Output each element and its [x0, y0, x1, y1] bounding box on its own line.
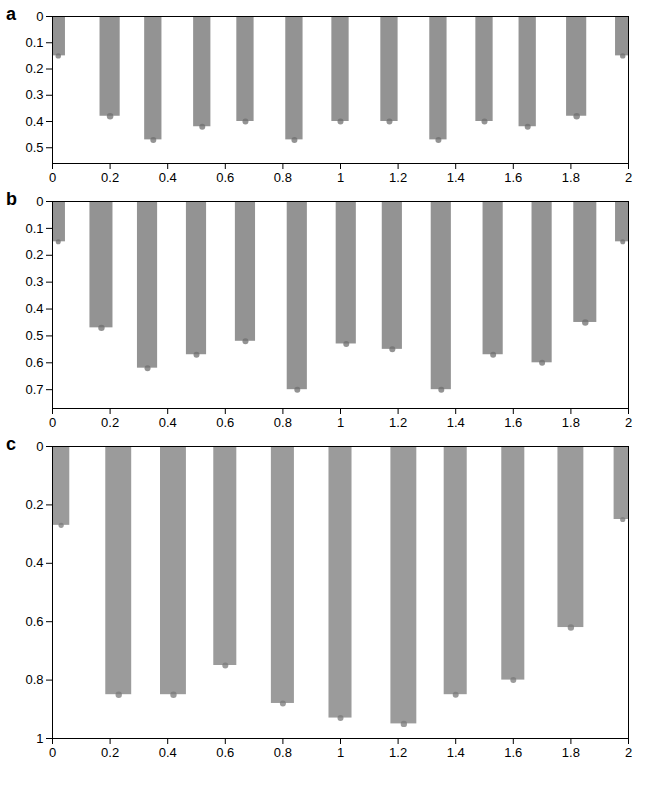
- svg-text:1.8: 1.8: [562, 170, 580, 185]
- svg-text:0.6: 0.6: [216, 415, 234, 430]
- svg-text:1.6: 1.6: [504, 415, 522, 430]
- svg-text:0: 0: [36, 194, 43, 209]
- svg-text:1.4: 1.4: [447, 745, 465, 760]
- svg-text:0.5: 0.5: [25, 140, 43, 155]
- svg-text:1.4: 1.4: [447, 170, 465, 185]
- svg-text:0.6: 0.6: [25, 355, 43, 370]
- svg-text:1.2: 1.2: [389, 415, 407, 430]
- svg-text:1: 1: [36, 731, 43, 746]
- svg-text:0.6: 0.6: [25, 614, 43, 629]
- svg-text:2: 2: [625, 415, 632, 430]
- svg-text:0.4: 0.4: [159, 170, 177, 185]
- svg-text:1.6: 1.6: [504, 745, 522, 760]
- svg-text:0: 0: [49, 745, 56, 760]
- svg-text:0: 0: [36, 9, 43, 24]
- svg-text:0.5: 0.5: [25, 328, 43, 343]
- svg-text:0.4: 0.4: [25, 114, 43, 129]
- html-text:b: b: [6, 189, 17, 209]
- svg-text:1.8: 1.8: [562, 415, 580, 430]
- svg-text:0.2: 0.2: [25, 497, 43, 512]
- svg-text:0.2: 0.2: [101, 415, 119, 430]
- svg-text:1.6: 1.6: [504, 170, 522, 185]
- svg-text:0: 0: [49, 415, 56, 430]
- svg-text:0.4: 0.4: [25, 555, 43, 570]
- svg-text:1.8: 1.8: [562, 745, 580, 760]
- svg-text:1.4: 1.4: [447, 415, 465, 430]
- svg-text:0.6: 0.6: [216, 170, 234, 185]
- svg-text:1: 1: [337, 415, 344, 430]
- svg-text:0.3: 0.3: [25, 87, 43, 102]
- svg-text:0.3: 0.3: [25, 274, 43, 289]
- svg-text:0.4: 0.4: [159, 745, 177, 760]
- html-text:a: a: [6, 4, 16, 24]
- svg-text:0.2: 0.2: [25, 61, 43, 76]
- svg-text:2: 2: [625, 745, 632, 760]
- svg-text:0.1: 0.1: [25, 35, 43, 50]
- svg-text:0.6: 0.6: [216, 745, 234, 760]
- svg-text:1.2: 1.2: [389, 745, 407, 760]
- svg-text:1: 1: [337, 745, 344, 760]
- svg-text:0.8: 0.8: [274, 170, 292, 185]
- svg-text:0.8: 0.8: [274, 745, 292, 760]
- svg-text:0.7: 0.7: [25, 382, 43, 397]
- svg-text:1: 1: [337, 170, 344, 185]
- svg-text:2: 2: [625, 170, 632, 185]
- svg-text:0.4: 0.4: [159, 415, 177, 430]
- svg-text:0.2: 0.2: [101, 170, 119, 185]
- svg-text:1.2: 1.2: [389, 170, 407, 185]
- svg-text:0.8: 0.8: [274, 415, 292, 430]
- svg-text:0.2: 0.2: [101, 745, 119, 760]
- svg-text:0: 0: [36, 439, 43, 454]
- svg-text:0.8: 0.8: [25, 672, 43, 687]
- svg-text:0.2: 0.2: [25, 247, 43, 262]
- html-text:c: c: [6, 434, 16, 454]
- svg-text:0.1: 0.1: [25, 221, 43, 236]
- svg-text:0.4: 0.4: [25, 301, 43, 316]
- svg-text:0: 0: [49, 170, 56, 185]
